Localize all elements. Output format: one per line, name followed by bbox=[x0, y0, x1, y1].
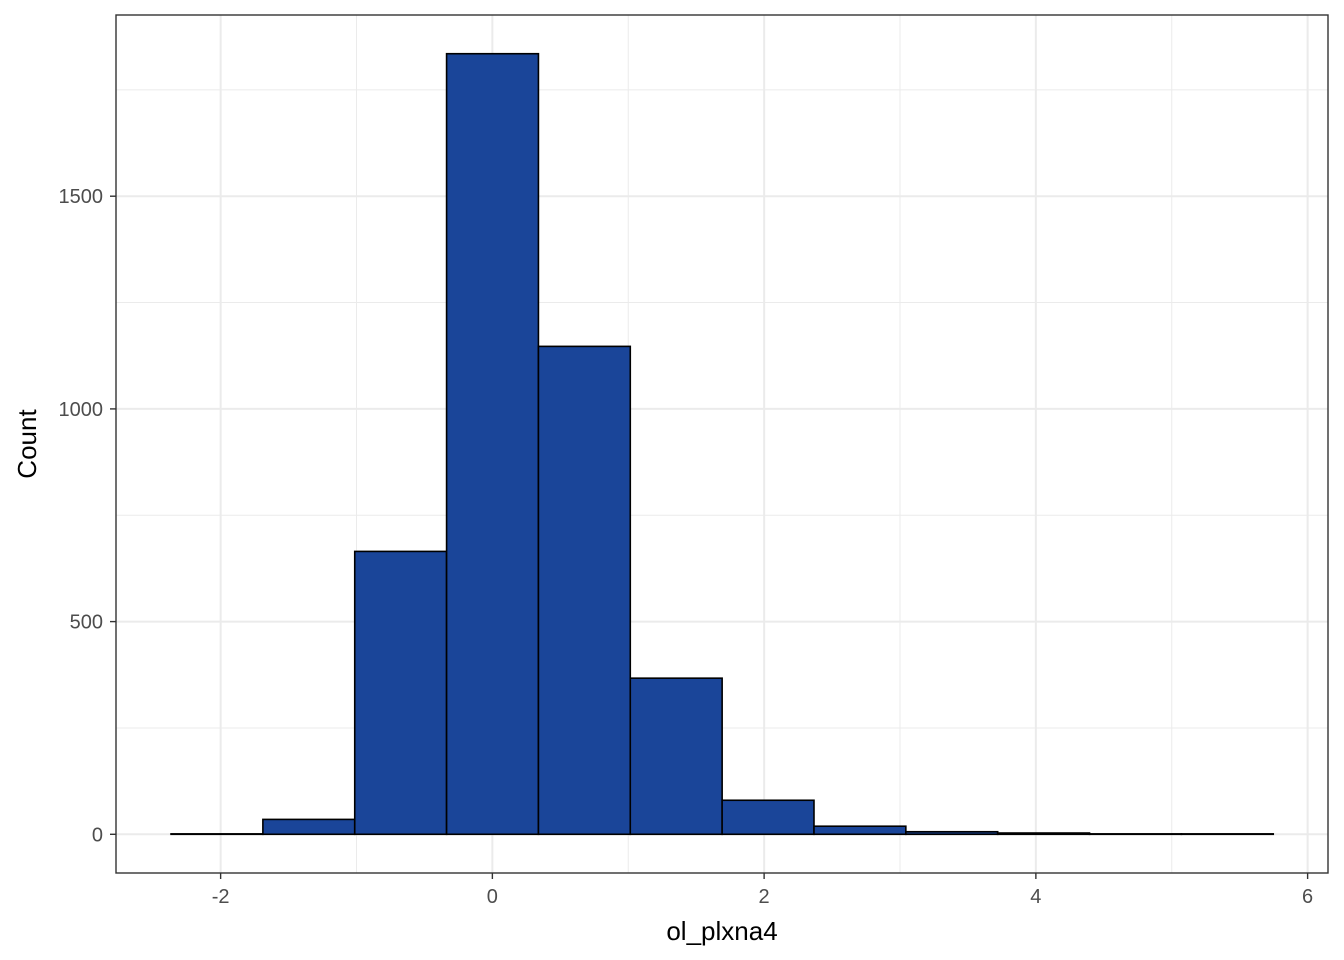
histogram-bar bbox=[445, 52, 540, 836]
histogram-bar bbox=[353, 550, 448, 836]
y-tick-label: 1500 bbox=[59, 186, 104, 208]
y-tick-label: 0 bbox=[92, 824, 103, 846]
histogram-bar bbox=[996, 832, 1091, 836]
histogram-bar bbox=[537, 345, 632, 836]
y-axis-title: Count bbox=[12, 409, 42, 479]
panel-border bbox=[115, 14, 1329, 874]
histogram-bar bbox=[721, 799, 815, 836]
x-tick-label: 4 bbox=[1030, 886, 1041, 908]
x-tick-label: -2 bbox=[212, 886, 230, 908]
x-tick-label: 6 bbox=[1302, 886, 1313, 908]
histogram-bar bbox=[905, 830, 999, 836]
histogram-bar bbox=[262, 818, 356, 836]
histogram-bar bbox=[813, 825, 907, 836]
y-tick-label: 1000 bbox=[59, 399, 104, 421]
histogram-bars bbox=[170, 52, 1275, 836]
x-axis-title: ol_plxna4 bbox=[666, 916, 777, 946]
x-axis-ticks: -2 0 2 4 6 bbox=[212, 873, 1313, 908]
y-axis-ticks: 0 500 1000 1500 bbox=[59, 186, 116, 846]
x-tick-label: 0 bbox=[487, 886, 498, 908]
x-tick-label: 2 bbox=[759, 886, 770, 908]
histogram-bar bbox=[629, 677, 723, 836]
y-tick-label: 500 bbox=[70, 612, 103, 634]
